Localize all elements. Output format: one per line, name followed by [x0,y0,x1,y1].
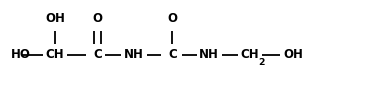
Text: 2: 2 [258,58,265,67]
Text: OH: OH [45,12,65,25]
Text: O: O [92,12,102,25]
Text: CH: CH [240,48,259,61]
Text: CH: CH [46,48,64,61]
Text: O: O [167,12,178,25]
Text: C: C [93,48,102,61]
Text: C: C [168,48,177,61]
Text: HO: HO [11,48,31,61]
Text: NH: NH [199,48,219,61]
Text: OH: OH [284,48,304,61]
Text: NH: NH [124,48,144,61]
